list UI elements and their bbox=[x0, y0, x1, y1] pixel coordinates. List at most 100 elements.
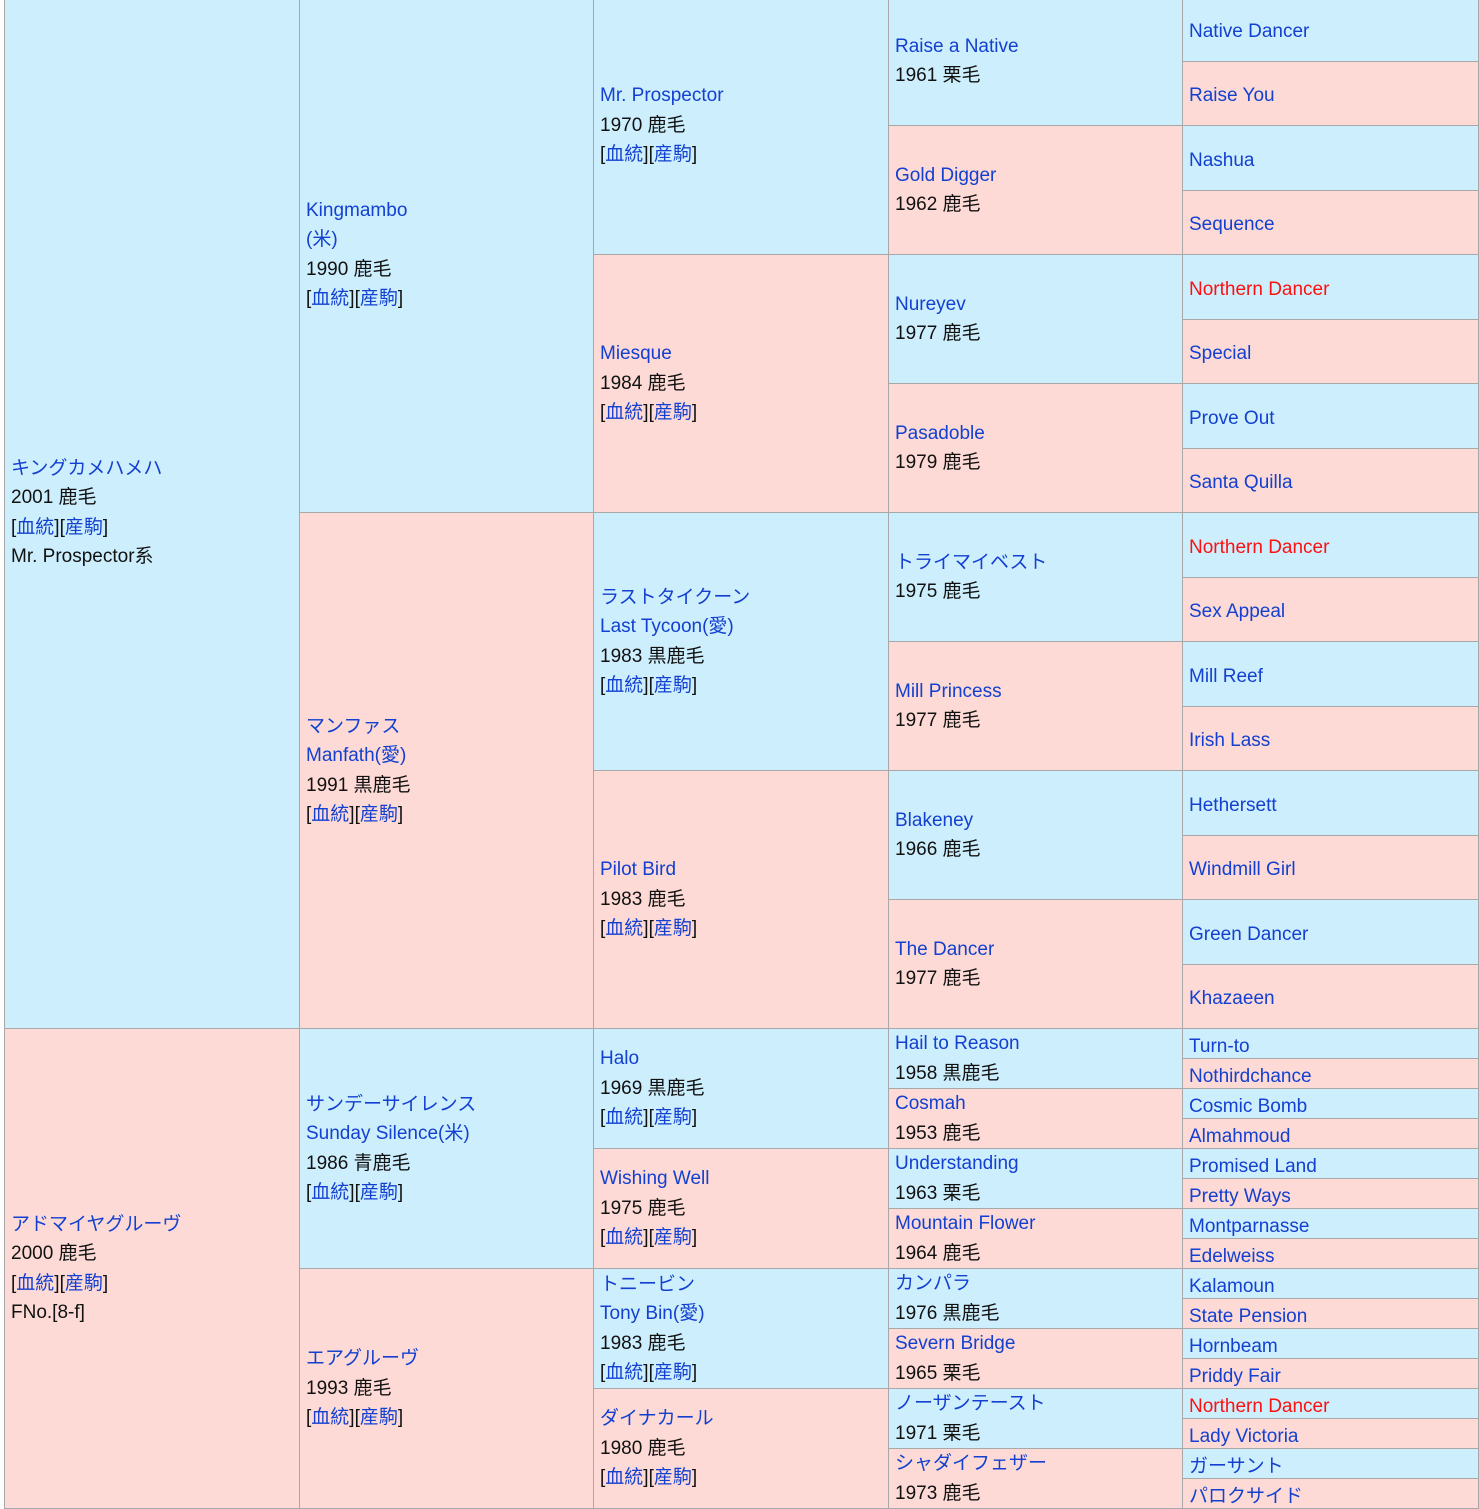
horse-name-link[interactable]: Prove Out bbox=[1189, 407, 1275, 429]
pedigree-cell-gen4: Severn Bridge 1965 栗毛 bbox=[889, 1329, 1183, 1389]
birth-year-coat: 1958 黒鹿毛 bbox=[895, 1062, 1000, 1084]
horse-name-link[interactable]: パロクサイド bbox=[1189, 1485, 1304, 1507]
horse-name-link[interactable]: Mountain Flower bbox=[895, 1213, 1036, 1234]
horse-name-link[interactable]: Priddy Fair bbox=[1189, 1365, 1281, 1387]
horse-name-link[interactable]: Manfath(愛) bbox=[306, 745, 407, 766]
horse-name-link[interactable]: マンファス bbox=[306, 715, 401, 737]
horse-name-link[interactable]: Blakeney bbox=[895, 809, 974, 831]
progeny-link[interactable]: 産駒 bbox=[653, 1467, 692, 1489]
horse-name-link[interactable]: Last Tycoon(愛) bbox=[600, 616, 734, 637]
horse-name-link[interactable]: Cosmic Bomb bbox=[1189, 1095, 1308, 1117]
horse-name-link[interactable]: Nureyev bbox=[895, 293, 966, 315]
horse-name-link[interactable]: Native Dancer bbox=[1189, 20, 1310, 42]
horse-name-link[interactable]: Almahmoud bbox=[1189, 1125, 1291, 1147]
horse-name-link[interactable]: アドマイヤグルーヴ bbox=[11, 1213, 182, 1235]
horse-name-link[interactable]: Edelweiss bbox=[1189, 1245, 1275, 1267]
horse-name-link[interactable]: Cosmah bbox=[895, 1093, 966, 1114]
pedigree-link[interactable]: 血統 bbox=[311, 804, 350, 825]
horse-name-link[interactable]: ガーサント bbox=[1189, 1455, 1284, 1477]
horse-name-link[interactable]: ラストタイクーン bbox=[600, 586, 751, 608]
horse-name-link[interactable]: Gold Digger bbox=[895, 164, 997, 186]
horse-name-link[interactable]: エアグルーヴ bbox=[306, 1348, 420, 1370]
horse-name-link[interactable]: (米) bbox=[306, 229, 338, 250]
horse-name-link[interactable]: トニービン bbox=[600, 1273, 696, 1295]
pedigree-link[interactable]: 血統 bbox=[605, 1362, 644, 1383]
progeny-link[interactable]: 産駒 bbox=[653, 402, 692, 424]
horse-name-link[interactable]: Santa Quilla bbox=[1189, 472, 1293, 494]
progeny-link[interactable]: 産駒 bbox=[359, 288, 398, 309]
birth-year-coat: 1976 黒鹿毛 bbox=[895, 1302, 1000, 1324]
pedigree-link[interactable]: 血統 bbox=[605, 675, 644, 696]
horse-name-link[interactable]: Raise a Native bbox=[895, 35, 1019, 57]
pedigree-link[interactable]: 血統 bbox=[605, 918, 644, 940]
progeny-link[interactable]: 産駒 bbox=[653, 1227, 692, 1249]
pedigree-link[interactable]: 血統 bbox=[605, 1227, 644, 1249]
horse-name-link[interactable]: Promised Land bbox=[1189, 1155, 1317, 1177]
horse-name-link[interactable]: Pasadoble bbox=[895, 422, 985, 444]
horse-name-link[interactable]: Nothirdchance bbox=[1189, 1065, 1312, 1087]
horse-name-link[interactable]: Raise You bbox=[1189, 85, 1275, 107]
horse-name-link[interactable]: Severn Bridge bbox=[895, 1333, 1016, 1354]
pedigree-link[interactable]: 血統 bbox=[311, 1407, 350, 1429]
pedigree-cell-gen4: Gold Digger 1962 鹿毛 bbox=[889, 126, 1183, 255]
horse-name-link[interactable]: Turn-to bbox=[1189, 1035, 1250, 1057]
horse-name-link[interactable]: Mill Princess bbox=[895, 680, 1002, 702]
horse-name-link[interactable]: Sex Appeal bbox=[1189, 601, 1286, 623]
pedigree-link[interactable]: 血統 bbox=[605, 1467, 644, 1489]
horse-name-link[interactable]: Wishing Well bbox=[600, 1168, 710, 1190]
horse-name-link[interactable]: Mr. Prospector bbox=[600, 85, 724, 107]
progeny-link[interactable]: 産駒 bbox=[653, 1107, 692, 1129]
horse-name-link[interactable]: Northern Dancer bbox=[1189, 1395, 1330, 1417]
progeny-link[interactable]: 産駒 bbox=[653, 675, 692, 696]
horse-name-link[interactable]: Northern Dancer bbox=[1189, 536, 1330, 558]
pedigree-link[interactable]: 血統 bbox=[605, 1107, 644, 1129]
progeny-link[interactable]: 産駒 bbox=[359, 804, 398, 825]
horse-name-link[interactable]: Sunday Silence(米) bbox=[306, 1123, 470, 1144]
horse-name-link[interactable]: Hornbeam bbox=[1189, 1335, 1278, 1357]
horse-name-link[interactable]: Sequence bbox=[1189, 214, 1275, 236]
progeny-link[interactable]: 産駒 bbox=[359, 1407, 398, 1429]
horse-name-link[interactable]: Tony Bin(愛) bbox=[600, 1303, 705, 1324]
pedigree-links: [血統][産駒] bbox=[306, 1403, 587, 1433]
pedigree-link[interactable]: 血統 bbox=[16, 1272, 55, 1294]
horse-name-link[interactable]: Lady Victoria bbox=[1189, 1425, 1299, 1447]
horse-name-link[interactable]: Kingmambo bbox=[306, 199, 408, 221]
horse-name-link[interactable]: Mill Reef bbox=[1189, 665, 1263, 687]
horse-name-link[interactable]: Green Dancer bbox=[1189, 923, 1309, 945]
horse-name-link[interactable]: The Dancer bbox=[895, 938, 995, 960]
horse-name-link[interactable]: Windmill Girl bbox=[1189, 859, 1296, 881]
horse-name-link[interactable]: キングカメハメハ bbox=[11, 457, 163, 479]
horse-name-link[interactable]: Khazaeen bbox=[1189, 988, 1275, 1010]
progeny-link[interactable]: 産駒 bbox=[64, 1272, 103, 1294]
horse-name-link[interactable]: Halo bbox=[600, 1048, 640, 1070]
horse-name-link[interactable]: Northern Dancer bbox=[1189, 278, 1330, 300]
pedigree-link[interactable]: 血統 bbox=[311, 288, 350, 309]
horse-name-link[interactable]: Pilot Bird bbox=[600, 859, 677, 881]
horse-name-link[interactable]: ダイナカール bbox=[600, 1408, 714, 1430]
pedigree-link[interactable]: 血統 bbox=[605, 402, 644, 424]
horse-name-link[interactable]: トライマイベスト bbox=[895, 551, 1048, 573]
progeny-link[interactable]: 産駒 bbox=[653, 918, 692, 940]
horse-name-link[interactable]: State Pension bbox=[1189, 1305, 1308, 1327]
horse-name-link[interactable]: Understanding bbox=[895, 1153, 1019, 1174]
progeny-link[interactable]: 産駒 bbox=[359, 1182, 398, 1203]
horse-name-link[interactable]: シャダイフェザー bbox=[895, 1453, 1048, 1474]
horse-name-link[interactable]: Irish Lass bbox=[1189, 730, 1271, 752]
horse-name-link[interactable]: Miesque bbox=[600, 343, 672, 365]
pedigree-link[interactable]: 血統 bbox=[605, 144, 644, 166]
horse-name-link[interactable]: Montparnasse bbox=[1189, 1215, 1310, 1237]
progeny-link[interactable]: 産駒 bbox=[653, 1362, 692, 1383]
progeny-link[interactable]: 産駒 bbox=[64, 516, 103, 538]
pedigree-link[interactable]: 血統 bbox=[16, 516, 55, 538]
horse-name-link[interactable]: Kalamoun bbox=[1189, 1275, 1275, 1297]
horse-name-link[interactable]: Special bbox=[1189, 343, 1252, 365]
horse-name-link[interactable]: ノーザンテースト bbox=[895, 1393, 1046, 1414]
horse-name-link[interactable]: Pretty Ways bbox=[1189, 1185, 1291, 1207]
pedigree-link[interactable]: 血統 bbox=[311, 1182, 350, 1203]
horse-name-link[interactable]: カンパラ bbox=[895, 1273, 972, 1294]
progeny-link[interactable]: 産駒 bbox=[653, 144, 692, 166]
horse-name-link[interactable]: Hethersett bbox=[1189, 794, 1277, 816]
horse-name-link[interactable]: サンデーサイレンス bbox=[306, 1093, 477, 1115]
horse-name-link[interactable]: Hail to Reason bbox=[895, 1033, 1020, 1054]
horse-name-link[interactable]: Nashua bbox=[1189, 149, 1255, 171]
